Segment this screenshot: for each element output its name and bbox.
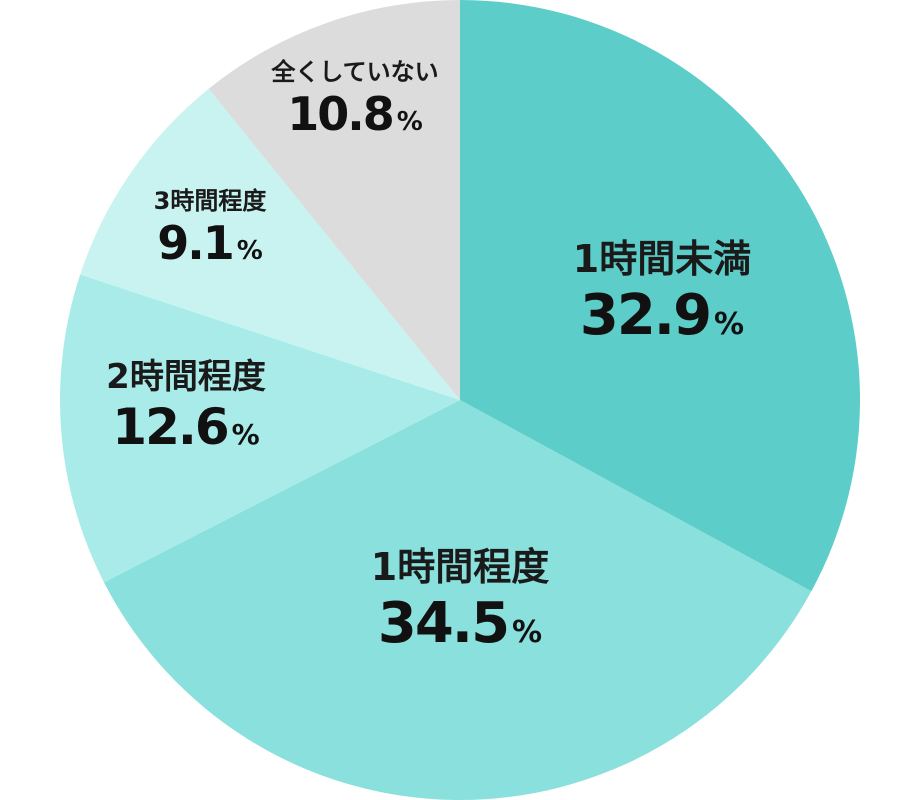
slice-value-unit: % [237,236,263,266]
slice-category-label: 1時間未満 [573,237,751,281]
pie-slice-5 [208,0,460,400]
pie-slice-4 [80,88,460,400]
slice-category-label: 全くしていない [270,58,438,86]
slice-value-number: 12.6 [112,398,228,456]
slice-value-label: 12.6% [112,398,259,456]
slice-value-label: 10.8% [287,87,423,141]
slice-category-label: 2時間程度 [106,357,266,397]
pie-slice-2 [103,400,812,800]
slice-category-label: 3時間程度 [154,187,268,215]
slice-value-number: 34.5 [378,591,508,656]
pie-slice-3 [59,274,461,583]
slice-value-number: 32.9 [580,283,710,348]
slice-value-unit: % [714,307,744,342]
slice-value-label: 34.5% [378,591,542,656]
pie-slice-1 [460,0,860,592]
slice-value-label: 9.1% [157,216,263,270]
slices-layer [59,0,860,800]
slice-value-unit: % [512,615,542,650]
slice-value-unit: % [397,107,423,137]
slice-value-label: 32.9% [580,283,744,348]
slice-value-unit: % [232,418,260,451]
slice-category-label: 1時間程度 [371,545,549,589]
slice-value-number: 10.8 [287,87,393,141]
slice-value-number: 9.1 [157,216,233,270]
